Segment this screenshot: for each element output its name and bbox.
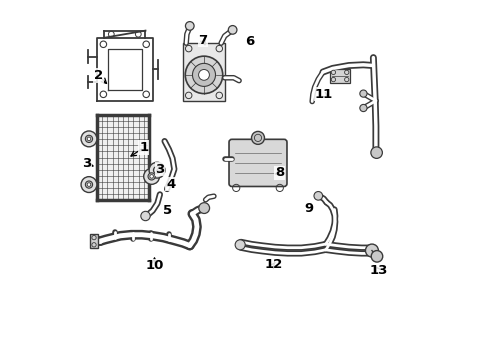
Text: 6: 6: [245, 35, 254, 48]
Bar: [329, 69, 349, 83]
FancyBboxPatch shape: [228, 139, 286, 186]
Circle shape: [87, 183, 91, 186]
Bar: [90, 234, 98, 248]
Circle shape: [370, 251, 382, 262]
Text: 5: 5: [162, 204, 171, 217]
Text: 3: 3: [155, 163, 164, 176]
Text: 8: 8: [275, 166, 284, 179]
Circle shape: [149, 162, 164, 178]
Text: 9: 9: [304, 202, 313, 215]
Circle shape: [85, 135, 92, 143]
Circle shape: [199, 203, 209, 213]
Text: 1: 1: [139, 141, 148, 154]
Circle shape: [228, 26, 237, 34]
Circle shape: [359, 90, 366, 97]
Text: 2: 2: [94, 69, 103, 82]
Circle shape: [143, 168, 159, 184]
Bar: [97, 115, 149, 200]
Circle shape: [149, 175, 153, 178]
Circle shape: [87, 137, 91, 141]
Circle shape: [153, 167, 160, 174]
Circle shape: [251, 131, 264, 144]
Bar: [183, 43, 224, 101]
Text: 13: 13: [368, 264, 387, 277]
Circle shape: [81, 177, 97, 193]
Circle shape: [185, 22, 194, 30]
Text: 11: 11: [314, 88, 332, 101]
Circle shape: [313, 192, 322, 200]
Circle shape: [359, 104, 366, 112]
Circle shape: [148, 173, 155, 180]
Circle shape: [85, 181, 92, 188]
Circle shape: [198, 69, 209, 80]
Circle shape: [141, 211, 150, 221]
Text: 10: 10: [145, 259, 163, 272]
Text: 7: 7: [198, 34, 207, 47]
Text: 3: 3: [82, 157, 91, 170]
Circle shape: [192, 63, 215, 86]
Text: 12: 12: [264, 258, 282, 271]
Circle shape: [81, 131, 97, 147]
Circle shape: [365, 244, 378, 257]
Circle shape: [235, 240, 244, 250]
Text: 4: 4: [166, 178, 175, 191]
Circle shape: [185, 56, 222, 94]
Circle shape: [370, 147, 382, 158]
